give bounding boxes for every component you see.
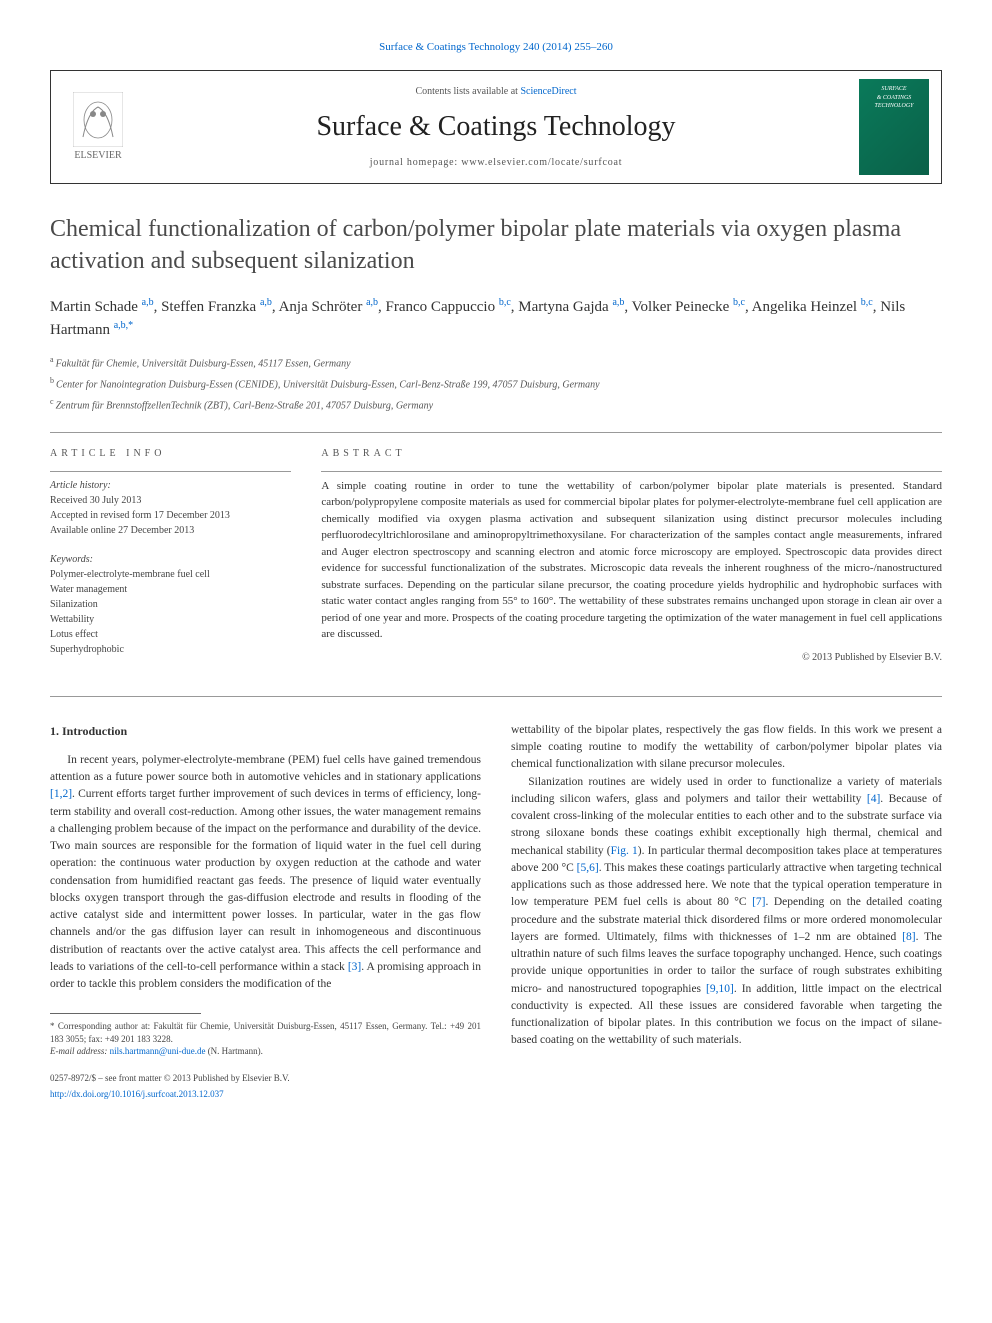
text: In recent years, polymer-electrolyte-mem… (50, 754, 481, 783)
intro-paragraph-2: wettability of the bipolar plates, respe… (511, 722, 942, 774)
author-affiliation-sup: b,c (499, 297, 511, 308)
cover-line3: TECHNOLOGY (874, 102, 913, 110)
author-email-link[interactable]: nils.hartmann@uni-due.de (110, 1046, 206, 1056)
author-affiliation-sup: a,b (612, 297, 624, 308)
issn-line: 0257-8972/$ – see front matter © 2013 Pu… (50, 1072, 481, 1086)
intro-paragraph-3: Silanization routines are widely used in… (511, 774, 942, 1050)
corresponding-author-footnote: * Corresponding author at: Fakultät für … (50, 1020, 481, 1045)
doi-link[interactable]: http://dx.doi.org/10.1016/j.surfcoat.201… (50, 1089, 224, 1099)
author-affiliation-sup: a,b (260, 297, 272, 308)
figure-link[interactable]: Fig. 1 (611, 845, 638, 857)
introduction-heading: 1. Introduction (50, 722, 481, 740)
article-info-heading: article info (50, 447, 291, 461)
author-affiliation-sup: a,b (366, 297, 378, 308)
author: Anja Schröter a,b (279, 299, 378, 315)
author: Franco Cappuccio b,c (386, 299, 511, 315)
sciencedirect-link[interactable]: ScienceDirect (520, 86, 576, 97)
citation-link[interactable]: [3] (348, 961, 361, 973)
citation-header: Surface & Coatings Technology 240 (2014)… (50, 40, 942, 55)
intro-paragraph-1: In recent years, polymer-electrolyte-mem… (50, 752, 481, 994)
history-online: Available online 27 December 2013 (50, 523, 291, 538)
elsevier-label: ELSEVIER (74, 149, 121, 163)
history-accepted: Accepted in revised form 17 December 201… (50, 508, 291, 523)
affiliation: c Zentrum für BrennstoffzellenTechnik (Z… (50, 396, 942, 413)
author-list: Martin Schade a,b, Steffen Franzka a,b, … (50, 295, 942, 342)
doi-line: http://dx.doi.org/10.1016/j.surfcoat.201… (50, 1088, 481, 1102)
author-affiliation-sup: a,b,* (114, 320, 133, 331)
keyword: Wettability (50, 612, 291, 627)
divider (321, 471, 942, 472)
email-label: E-mail address: (50, 1046, 110, 1056)
citation-link[interactable]: [9,10] (706, 983, 734, 995)
cover-line2: & COATINGS (877, 94, 912, 102)
text: . Current efforts target further improve… (50, 788, 481, 973)
homepage-prefix: journal homepage: (370, 157, 462, 168)
abstract-col: abstract A simple coating routine in ord… (321, 447, 942, 671)
author: Steffen Franzka a,b (161, 299, 272, 315)
affiliation: a Fakultät für Chemie, Universität Duisb… (50, 354, 942, 371)
keywords-label: Keywords: (50, 552, 291, 567)
footnote-separator (50, 1013, 201, 1014)
journal-cover-thumb: SURFACE & COATINGS TECHNOLOGY (859, 79, 929, 175)
citation-link[interactable]: [7] (752, 896, 765, 908)
citation-link[interactable]: [8] (902, 931, 915, 943)
abstract-text: A simple coating routine in order to tun… (321, 478, 942, 643)
journal-title: Surface & Coatings Technology (133, 107, 859, 146)
keyword: Silanization (50, 597, 291, 612)
keyword: Polymer-electrolyte-membrane fuel cell (50, 567, 291, 582)
email-footnote: E-mail address: nils.hartmann@uni-due.de… (50, 1045, 481, 1058)
divider (50, 471, 291, 472)
keyword: Superhydrophobic (50, 642, 291, 657)
author-affiliation-sup: a,b (142, 297, 154, 308)
keywords-block: Keywords: Polymer-electrolyte-membrane f… (50, 552, 291, 657)
abstract-copyright: © 2013 Published by Elsevier B.V. (321, 651, 942, 665)
body-column-left: 1. Introduction In recent years, polymer… (50, 722, 481, 1101)
elsevier-logo: ELSEVIER (63, 87, 133, 167)
body-column-right: wettability of the bipolar plates, respe… (511, 722, 942, 1101)
citation-link[interactable]: [5,6] (577, 862, 599, 874)
author: Martyna Gajda a,b (518, 299, 624, 315)
contents-prefix: Contents lists available at (415, 86, 520, 97)
author: Martin Schade a,b (50, 299, 154, 315)
author: Volker Peinecke b,c (632, 299, 745, 315)
abstract-heading: abstract (321, 447, 942, 461)
citation-link[interactable]: [1,2] (50, 788, 72, 800)
article-history-block: Article history: Received 30 July 2013 A… (50, 478, 291, 538)
body-columns: 1. Introduction In recent years, polymer… (50, 722, 942, 1101)
contents-line: Contents lists available at ScienceDirec… (133, 85, 859, 99)
citation-link[interactable]: [4] (867, 793, 880, 805)
homepage-line: journal homepage: www.elsevier.com/locat… (133, 156, 859, 170)
divider (50, 432, 942, 433)
info-abstract-row: article info Article history: Received 3… (50, 447, 942, 671)
journal-header-center: Contents lists available at ScienceDirec… (133, 85, 859, 170)
journal-header-box: ELSEVIER Contents lists available at Sci… (50, 70, 942, 184)
author-affiliation-sup: b,c (733, 297, 745, 308)
keyword: Lotus effect (50, 627, 291, 642)
history-label: Article history: (50, 478, 291, 493)
homepage-url: www.elsevier.com/locate/surfcoat (461, 157, 622, 168)
divider (50, 696, 942, 697)
email-suffix: (N. Hartmann). (205, 1046, 262, 1056)
affiliation: b Center for Nanointegration Duisburg-Es… (50, 375, 942, 392)
article-info-col: article info Article history: Received 3… (50, 447, 291, 671)
cover-line1: SURFACE (881, 85, 906, 93)
author: Angelika Heinzel b,c (752, 299, 873, 315)
author-affiliation-sup: b,c (861, 297, 873, 308)
history-received: Received 30 July 2013 (50, 493, 291, 508)
article-title: Chemical functionalization of carbon/pol… (50, 214, 942, 276)
keyword: Water management (50, 582, 291, 597)
